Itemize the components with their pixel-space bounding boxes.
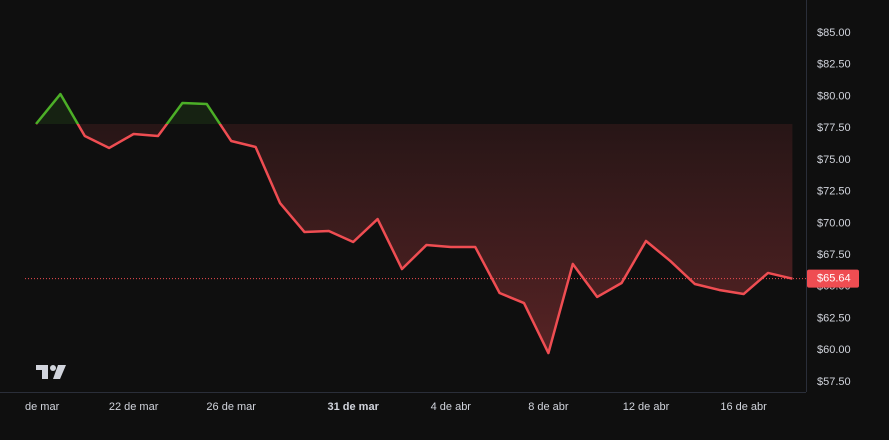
- logo: [36, 365, 66, 379]
- y-tick-label: $75.00: [817, 154, 851, 166]
- x-tick-label: 4 de abr: [431, 401, 472, 413]
- y-tick-label: $80.00: [817, 90, 851, 102]
- y-tick-label: $82.50: [817, 59, 851, 71]
- x-tick-label: 12 de abr: [623, 401, 670, 413]
- y-tick-label: $77.50: [817, 122, 851, 134]
- x-tick-label: 22 de mar: [109, 401, 159, 413]
- x-tick-label: 16 de abr: [720, 401, 767, 413]
- area-up: [36, 94, 793, 124]
- last-price-label: $65.64: [817, 273, 851, 285]
- area-down: [77, 123, 793, 354]
- x-tick-label: 26 de mar: [206, 401, 256, 413]
- y-tick-label: $70.00: [817, 217, 851, 229]
- x-tick-label: 8 de abr: [528, 401, 569, 413]
- y-tick-label: $57.50: [817, 376, 851, 388]
- x-tick-label: 31 de mar: [328, 401, 380, 413]
- last-price-box: [807, 269, 859, 288]
- x-tick-label: de mar: [25, 401, 60, 413]
- y-tick-label: $60.00: [817, 344, 851, 356]
- line-down: [36, 123, 793, 355]
- y-tick-label: $72.50: [817, 186, 851, 198]
- y-tick-label: $67.50: [817, 249, 851, 261]
- y-tick-label: $62.50: [817, 312, 851, 324]
- y-tick-label: $85.00: [817, 27, 851, 39]
